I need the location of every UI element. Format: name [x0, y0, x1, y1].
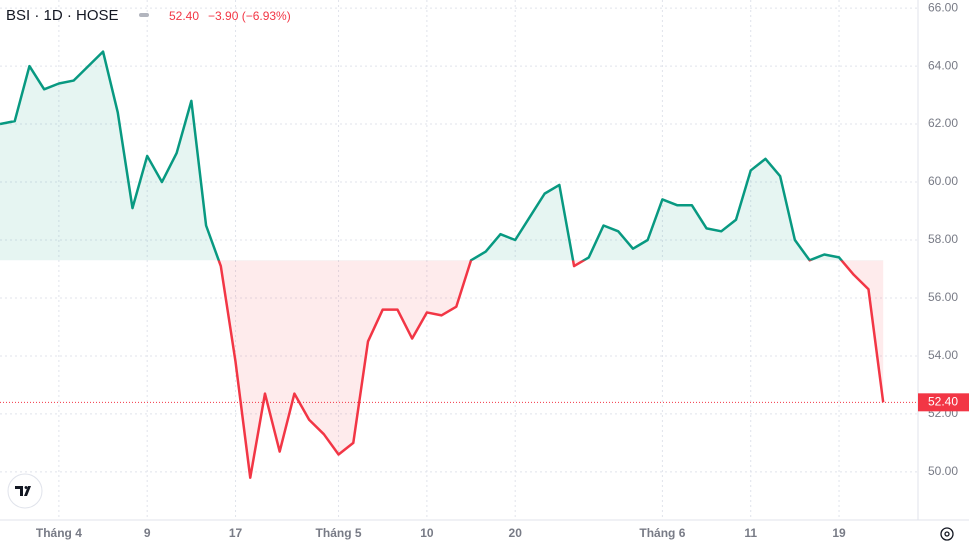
x-tick-label: Tháng 4	[36, 526, 82, 540]
price: 52.40	[169, 9, 199, 23]
price-line	[0, 50, 885, 479]
y-tick-label: 56.00	[928, 290, 958, 304]
y-tick-label: 66.00	[928, 0, 958, 14]
tv-logo[interactable]	[7, 473, 43, 509]
collapse-icon[interactable]	[139, 13, 149, 17]
x-tick-label: 9	[144, 526, 151, 540]
baseline-area	[0, 51, 884, 478]
x-tick-label: 17	[229, 526, 243, 540]
y-tick-label: 58.00	[928, 232, 958, 246]
y-tick-label: 62.00	[928, 116, 958, 130]
y-tick-label: 54.00	[928, 348, 958, 362]
x-tick-label: 10	[420, 526, 434, 540]
change: −3.90 (−6.93%)	[208, 9, 291, 23]
x-tick-label: 19	[832, 526, 846, 540]
settings-icon[interactable]	[940, 527, 954, 541]
x-tick-label: 20	[509, 526, 523, 540]
last-price-label: 52.40	[928, 394, 958, 408]
y-tick-label: 50.00	[928, 464, 958, 478]
y-tick-label: 64.00	[928, 58, 958, 72]
symbol: BSI · 1D · HOSE	[6, 7, 119, 24]
x-tick-label: 11	[744, 526, 757, 540]
x-tick-label: Tháng 6	[639, 526, 685, 540]
y-tick-label: 60.00	[928, 174, 958, 188]
last-price-box	[918, 393, 969, 412]
x-tick-label: Tháng 5	[316, 526, 362, 540]
